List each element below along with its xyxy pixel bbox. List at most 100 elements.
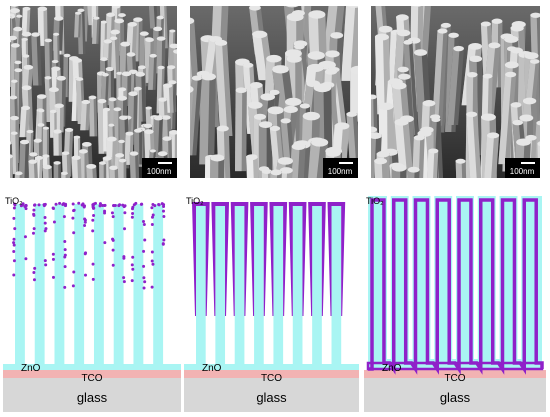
sem-rod-tip [10, 35, 18, 41]
sem-rod-tip [480, 21, 491, 27]
sem-rod-tip [466, 111, 478, 118]
sem-rod-tip [92, 0, 99, 1]
tio2-particle [23, 235, 27, 239]
sem-rod-tip [161, 115, 171, 120]
tio2-particle [91, 277, 95, 281]
sem-rod-face [427, 149, 435, 178]
sem-rod-tip [121, 71, 132, 77]
tio2-particle [130, 263, 134, 267]
sem-rod-face [21, 66, 30, 92]
tio2-particle [12, 259, 16, 263]
sem-rod-face [148, 6, 156, 29]
zno-rod [254, 204, 264, 368]
zno-rod [34, 204, 45, 368]
sem-rod-tip [78, 149, 88, 154]
sem-rod-tip [191, 75, 203, 81]
tio2-particle [72, 231, 76, 235]
sem-rod-tip [286, 55, 302, 63]
sem-rod-tip [371, 126, 378, 133]
zno-rod [113, 204, 124, 368]
sem-rod-tip [407, 166, 420, 173]
sem-rod-tip [269, 125, 281, 131]
sem-rod-tip [48, 87, 59, 93]
sem-rod-tip [37, 6, 48, 12]
sem-rod-tip [65, 127, 74, 132]
sem-rod-tip [247, 101, 263, 109]
sem-rods [10, 0, 177, 178]
sem-rod-face [18, 140, 26, 178]
tio2-particle [83, 223, 87, 227]
sem-rod-tip [504, 35, 519, 43]
sem-rod-face [394, 121, 408, 178]
tio2-particle [62, 215, 66, 219]
sem-rod-face [75, 78, 83, 125]
tio2-label: TiO₂ [5, 196, 23, 206]
sem-rod-tip [267, 106, 284, 115]
tio2-tapered-shell [250, 202, 268, 316]
sem-rod-tip [116, 71, 123, 75]
sem-rod-tip [396, 14, 409, 21]
sem-rod-tip [10, 14, 16, 19]
scale-bar-label: 100nm [510, 167, 535, 176]
tio2-particle [150, 285, 154, 289]
zno-rods [192, 202, 346, 368]
sem-rod-tip [134, 86, 142, 91]
sem-rod-tip [252, 30, 268, 39]
sem-rod-tip [403, 40, 413, 45]
sem-rod-tip [453, 45, 465, 52]
tio2-particle [131, 267, 135, 271]
tio2-particle [123, 204, 127, 208]
tio2-particle [42, 204, 46, 208]
sem-rod-tip [510, 24, 524, 32]
sem-rod-tip [505, 71, 517, 78]
tio2-particle [157, 203, 161, 207]
sem-rod-tip [277, 157, 294, 165]
tio2-particle [122, 255, 126, 259]
zno-label: ZnO [382, 363, 402, 374]
sem-rod-tip [72, 58, 82, 63]
tio2-particle [101, 203, 105, 207]
sem-rod-tip [510, 102, 522, 108]
tio2-particle [71, 284, 75, 288]
sem-rod-tip [325, 149, 341, 157]
tio2-label: TiO₂ [186, 196, 204, 206]
sem-rod-face [53, 130, 59, 156]
sem-rod-tip [330, 32, 344, 39]
sem-rod-tip [10, 141, 12, 145]
sem-rod-tip [149, 0, 157, 3]
tio2-particle [103, 241, 107, 245]
scale-bar-label: 100nm [328, 167, 353, 176]
sem-rod-tip [71, 155, 81, 161]
sem-rod-tip [522, 97, 537, 105]
sem-rod-tip [272, 65, 289, 74]
scale-bar-label: 100nm [147, 167, 172, 176]
sem-rod-tip [11, 6, 18, 7]
sem-micrograph: 100nm [190, 6, 358, 178]
tio2-particle [33, 203, 37, 207]
sem-rod-tip [145, 106, 152, 110]
sem-rod-tip [93, 16, 100, 20]
sem-rod-tip [100, 57, 108, 62]
sem-rod-tip [510, 47, 523, 54]
sem-rod-tip [118, 139, 125, 144]
tio2-particle [32, 208, 36, 212]
sem-rod-tip [346, 111, 358, 117]
sem-rod-tip [448, 32, 459, 38]
tio2-particle [84, 273, 88, 277]
tio2-particle [80, 203, 84, 207]
tio2-particle [12, 237, 16, 241]
sem-rod-tip [135, 71, 146, 77]
sem-rod-face [214, 41, 228, 136]
sem-rod-tip [31, 32, 41, 37]
tio2-particle [111, 238, 115, 242]
sem-rod-tip [145, 37, 154, 43]
sem-rod-tip [440, 22, 451, 28]
sem-rod-tip [378, 102, 394, 111]
sem-rod-face [234, 89, 243, 172]
sem-rod-tip [376, 151, 390, 158]
tio2-particle [123, 227, 127, 231]
tio2-particle [12, 250, 16, 254]
tio2-particle [43, 221, 47, 225]
sem-rod-tip [42, 164, 52, 170]
sem-rod-tip [291, 143, 306, 151]
